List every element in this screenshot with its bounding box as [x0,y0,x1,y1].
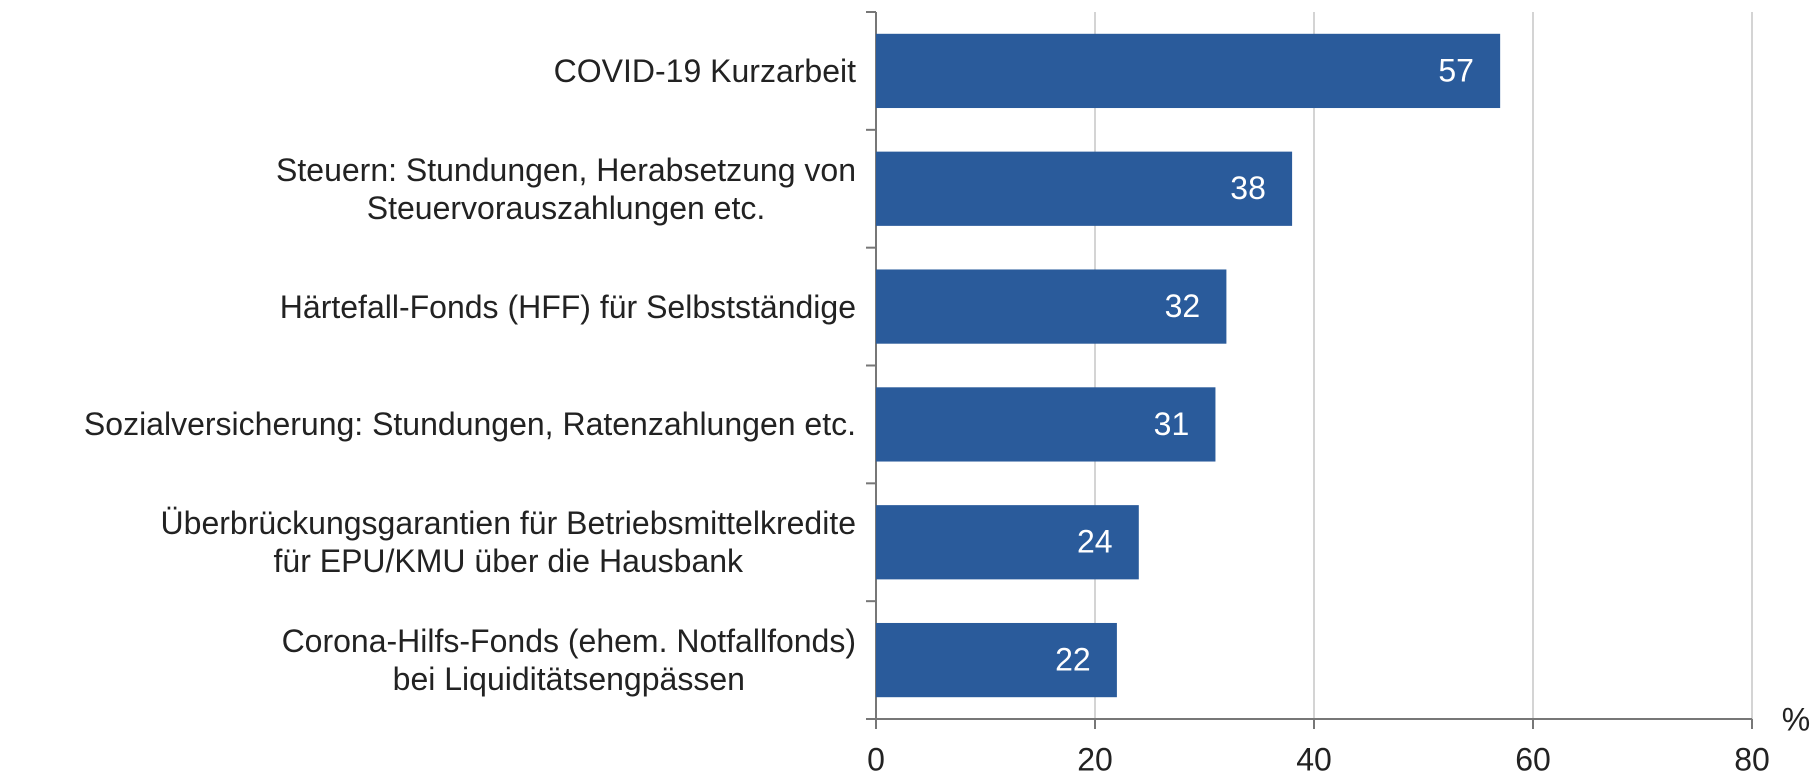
bar [876,622,1117,698]
data-label: 57 [1438,52,1474,88]
category-label: Sozialversicherung: Stundungen, Ratenzah… [83,406,856,443]
category-label: Überbrückungsgarantien für Betriebsmitte… [160,505,856,580]
bar [876,33,1501,109]
bar [876,387,1216,462]
data-label: 22 [1055,642,1091,678]
category-label: Härtefall-Fonds (HFF) für Selbstständige [279,288,856,325]
bar [876,151,1293,226]
data-label: 24 [1077,524,1113,560]
x-tick-label: 40 [1296,741,1332,774]
x-tick-label: 80 [1734,741,1770,774]
x-tick-label: 20 [1077,741,1113,774]
data-label: 38 [1230,170,1266,206]
category-label: Steuern: Stundungen, Herabsetzung von St… [276,151,856,226]
data-label: 31 [1154,406,1190,442]
data-label: 32 [1165,288,1201,324]
x-tick-label: 60 [1515,741,1551,774]
x-tick-label: 0 [867,741,885,774]
bar [876,505,1139,580]
x-axis-label: % [1782,701,1810,737]
bar [876,269,1227,344]
category-label: Corona-Hilfs-Fonds (ehem. Notfallfonds) … [281,623,856,698]
category-label: COVID-19 Kurzarbeit [553,52,856,89]
